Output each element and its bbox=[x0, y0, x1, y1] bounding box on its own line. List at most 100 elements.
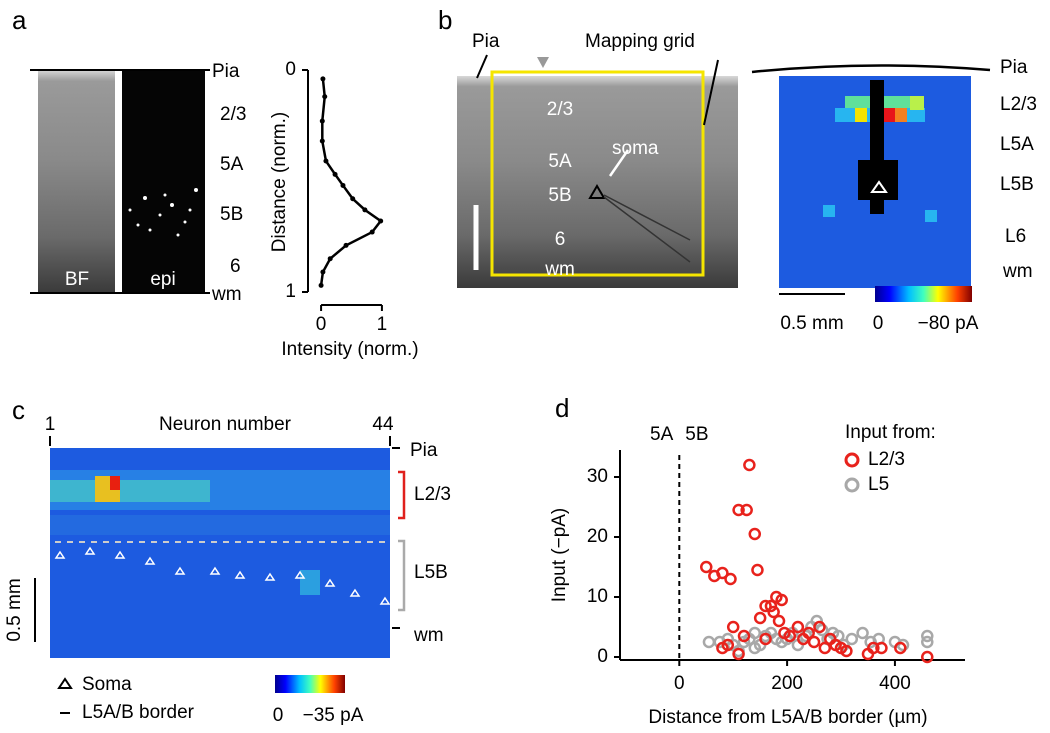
scatter-point bbox=[732, 647, 745, 661]
panel-label: b bbox=[438, 5, 452, 35]
scatter-point bbox=[783, 629, 797, 643]
scatter-point bbox=[743, 458, 756, 472]
profile-point bbox=[369, 229, 375, 235]
scatter-point bbox=[894, 641, 907, 655]
scatter-point bbox=[751, 563, 764, 577]
bf-image bbox=[38, 70, 115, 293]
y-axis-label: Distance (norm.) bbox=[269, 112, 290, 252]
soma-label: soma bbox=[612, 138, 659, 159]
border-label: 5A bbox=[650, 424, 674, 445]
layer-label: 6 bbox=[230, 256, 241, 277]
panel-a-images bbox=[30, 69, 210, 294]
layer-label: L5B bbox=[414, 562, 448, 583]
scatter-point bbox=[791, 620, 805, 634]
colorbar bbox=[875, 286, 972, 302]
layer-label: 5A bbox=[220, 154, 244, 175]
scatter-point bbox=[740, 503, 753, 517]
image-label: BF bbox=[65, 269, 89, 290]
panel-label: c bbox=[12, 395, 25, 425]
colorbar-label: −35 pA bbox=[303, 705, 364, 726]
scatter-point bbox=[764, 599, 778, 613]
neuron-label: 44 bbox=[372, 414, 394, 435]
soma-arrow bbox=[608, 149, 630, 177]
legend-label: L5 bbox=[868, 474, 889, 495]
layer-label: 5B bbox=[220, 204, 243, 225]
layer-label: 2/3 bbox=[547, 99, 573, 120]
scatter-point bbox=[759, 632, 772, 646]
scatter-point bbox=[748, 527, 762, 541]
layer-label: 5A bbox=[548, 151, 572, 172]
profile-point bbox=[378, 218, 384, 224]
scatter-point bbox=[724, 572, 737, 586]
layer-label: wm bbox=[1002, 261, 1033, 282]
layer-label: Pia bbox=[410, 440, 438, 461]
legend-marker bbox=[844, 477, 860, 493]
profile-point bbox=[322, 94, 328, 100]
scatter-point bbox=[700, 560, 713, 574]
epi-cells bbox=[128, 188, 198, 237]
l23-bracket bbox=[398, 470, 406, 520]
scatter-point bbox=[921, 635, 934, 649]
x-tick-label: 400 bbox=[879, 673, 911, 694]
input-map-cells bbox=[823, 80, 937, 222]
mapping-grid bbox=[490, 70, 705, 277]
scatter-point bbox=[702, 635, 716, 649]
colorbar-label: 0 bbox=[273, 705, 284, 726]
layer-label: wm bbox=[544, 259, 575, 280]
layer-label: L6 bbox=[1005, 226, 1026, 247]
axis-label: Neuron number bbox=[159, 414, 292, 435]
scatter-point bbox=[921, 650, 934, 664]
scatter-point bbox=[845, 632, 859, 646]
y-tick-label: 30 bbox=[587, 466, 608, 487]
colorbar-label: 0 bbox=[873, 313, 884, 334]
layer-label: Pia bbox=[1000, 57, 1028, 78]
labels: a b c d Pia 2/3 5A 5B 6 wm BF epi Pia Ma… bbox=[4, 5, 1037, 726]
scatter-point bbox=[732, 503, 745, 517]
legend-label: L2/3 bbox=[868, 449, 905, 470]
legend-marker bbox=[844, 452, 860, 468]
scale-label: 0.5 mm bbox=[4, 578, 25, 641]
legend-label: L5A/B border bbox=[82, 702, 195, 723]
x-tick-label: 1 bbox=[377, 314, 388, 335]
y-tick-label: 20 bbox=[587, 526, 608, 547]
layer-label: 2/3 bbox=[220, 104, 246, 125]
slice-image bbox=[457, 76, 738, 288]
y-axis-label: Input (−pA) bbox=[549, 508, 570, 603]
scatter-point bbox=[748, 641, 762, 655]
pipette bbox=[603, 194, 691, 263]
legend-soma bbox=[57, 677, 73, 689]
panel-label: d bbox=[555, 393, 569, 423]
profile-point bbox=[323, 158, 329, 164]
x-axis-label: Intensity (norm.) bbox=[281, 339, 418, 360]
border-label: 5B bbox=[685, 424, 708, 445]
profile-point bbox=[319, 138, 325, 144]
scatter-point bbox=[748, 626, 762, 640]
x-tick-label: 0 bbox=[674, 673, 685, 694]
profile-point bbox=[327, 256, 333, 262]
profile-point bbox=[320, 269, 326, 275]
scatter-point bbox=[807, 635, 821, 649]
scatter-point bbox=[875, 641, 888, 655]
scatter-point bbox=[818, 641, 832, 655]
panel-b-image bbox=[457, 54, 991, 302]
scatter-point bbox=[813, 620, 826, 634]
y-tick-label: 1 bbox=[285, 281, 296, 302]
callout-lines bbox=[476, 54, 719, 126]
layer-label: L2/3 bbox=[1000, 94, 1037, 115]
y-tick-label: 0 bbox=[285, 59, 296, 80]
profile-line bbox=[319, 78, 383, 286]
layer-label: Pia bbox=[212, 61, 240, 82]
image-label: epi bbox=[150, 269, 175, 290]
x-axis-label: Distance from L5A/B border (µm) bbox=[648, 707, 927, 728]
soma-marker bbox=[870, 180, 888, 193]
scatter-point bbox=[775, 593, 788, 607]
pia-line bbox=[751, 64, 991, 74]
soma-marker bbox=[588, 184, 606, 199]
soma-markers bbox=[54, 546, 391, 605]
y-tick-label: 10 bbox=[587, 586, 608, 607]
grid-label: Mapping grid bbox=[585, 31, 695, 52]
scatter-point bbox=[753, 611, 767, 625]
legend-title: Input from: bbox=[845, 422, 936, 443]
colorbar-label: −80 pA bbox=[918, 313, 979, 334]
layer-label: 5B bbox=[548, 185, 571, 206]
